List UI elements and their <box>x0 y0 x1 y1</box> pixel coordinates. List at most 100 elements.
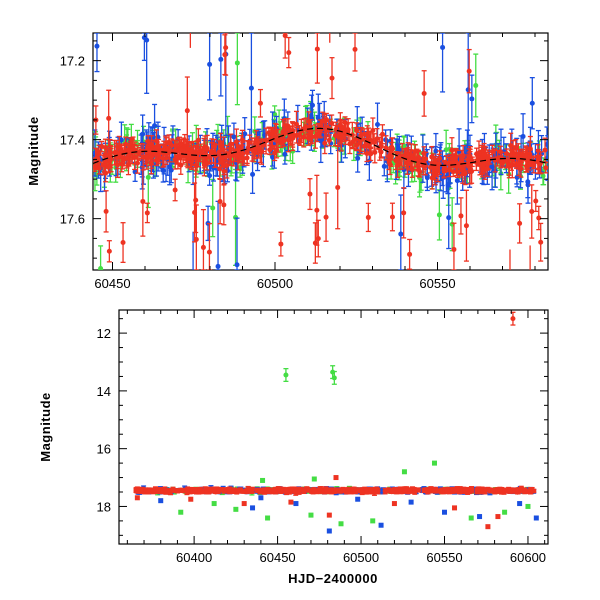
red-point <box>201 162 207 168</box>
red-point <box>527 146 533 152</box>
blue-point <box>489 164 495 170</box>
green-outlier-point <box>308 512 314 518</box>
red-point <box>335 184 341 190</box>
red-point <box>323 214 329 220</box>
red-point <box>407 251 413 257</box>
red-point <box>341 129 347 135</box>
red-point <box>103 152 109 158</box>
red-point <box>353 143 359 149</box>
red-point <box>178 141 184 147</box>
red-point <box>154 144 160 150</box>
red-point <box>416 154 422 160</box>
blue-point <box>167 164 173 170</box>
green-point <box>473 82 479 88</box>
red-point <box>240 151 246 157</box>
x-tick-label: 60500 <box>257 276 293 291</box>
x-tick-label: 60550 <box>419 276 455 291</box>
green-outlier-point <box>283 372 289 378</box>
red-point <box>314 207 320 213</box>
red-point <box>542 147 548 153</box>
green-outlier-point <box>260 477 266 483</box>
red-point <box>450 155 456 161</box>
blue-point <box>308 113 314 119</box>
y-tick-label: 17.2 <box>60 54 85 69</box>
red-point <box>446 166 452 172</box>
red-point <box>386 153 392 159</box>
red-point <box>193 236 199 242</box>
y-tick-label: 17.4 <box>60 133 85 148</box>
red-point <box>239 137 245 143</box>
red-point <box>469 168 475 174</box>
red-point <box>106 115 112 121</box>
red-point <box>204 145 210 151</box>
blue-point <box>282 151 288 157</box>
red-point <box>288 133 294 139</box>
blue-point <box>381 163 387 169</box>
y-tick-label: 17.6 <box>60 212 85 227</box>
red-point <box>315 236 321 242</box>
green-outlier-point <box>265 515 271 521</box>
blue-point <box>355 155 361 161</box>
red-point <box>153 138 159 144</box>
red-point <box>95 156 101 162</box>
green-outlier-point <box>468 515 474 521</box>
red-point <box>223 45 229 51</box>
red-point <box>169 142 175 148</box>
blue-point <box>525 182 531 188</box>
red-point <box>207 154 213 160</box>
red-point <box>286 50 292 56</box>
red-point <box>466 154 472 160</box>
red-point <box>123 141 129 147</box>
green-outlier-point <box>233 506 239 512</box>
x-tick-label: 60450 <box>94 276 130 291</box>
green-point <box>210 205 216 211</box>
red-point <box>200 244 206 250</box>
red-point <box>166 139 172 145</box>
red-point <box>209 148 215 154</box>
blue-point <box>218 56 224 62</box>
red-point <box>223 153 229 159</box>
green-outlier-point <box>331 375 337 381</box>
red-point <box>124 155 130 161</box>
red-point <box>405 161 411 167</box>
red-point <box>441 167 447 173</box>
red-point <box>140 198 146 204</box>
red-point <box>449 147 455 153</box>
blue-point <box>318 138 324 144</box>
red-point <box>378 143 384 149</box>
red-point <box>538 239 544 245</box>
red-point <box>365 214 371 220</box>
red-point <box>145 149 151 155</box>
red-point <box>257 100 263 106</box>
top-axis-ticks: 60450 60500 60550 17.2 17.4 17.6 <box>60 33 548 291</box>
red-point <box>395 162 401 168</box>
blue-point <box>469 96 475 102</box>
green-outlier-point <box>178 509 184 515</box>
red-point <box>497 149 503 155</box>
red-point <box>422 162 428 168</box>
model-trend-line <box>93 127 548 166</box>
blue-point <box>270 154 276 160</box>
blue-point <box>207 61 213 67</box>
red-point <box>221 202 227 208</box>
blue-point <box>454 178 460 184</box>
red-point <box>195 157 201 163</box>
blue-point <box>445 182 451 188</box>
red-point <box>282 130 288 136</box>
red-point <box>524 163 530 169</box>
red-point <box>314 131 320 137</box>
green-outlier-point <box>401 469 407 475</box>
blue-point <box>440 44 446 50</box>
top-data-points <box>93 33 548 270</box>
red-point <box>322 140 328 146</box>
red-point <box>536 215 542 221</box>
red-point <box>401 210 407 216</box>
red-point <box>103 208 109 214</box>
green-outlier-point <box>502 509 508 515</box>
green-outlier-point <box>311 476 317 482</box>
top-y-axis-title: Magnitude <box>26 116 41 186</box>
red-point <box>138 148 144 154</box>
red-point <box>247 140 253 146</box>
red-point <box>220 147 226 153</box>
